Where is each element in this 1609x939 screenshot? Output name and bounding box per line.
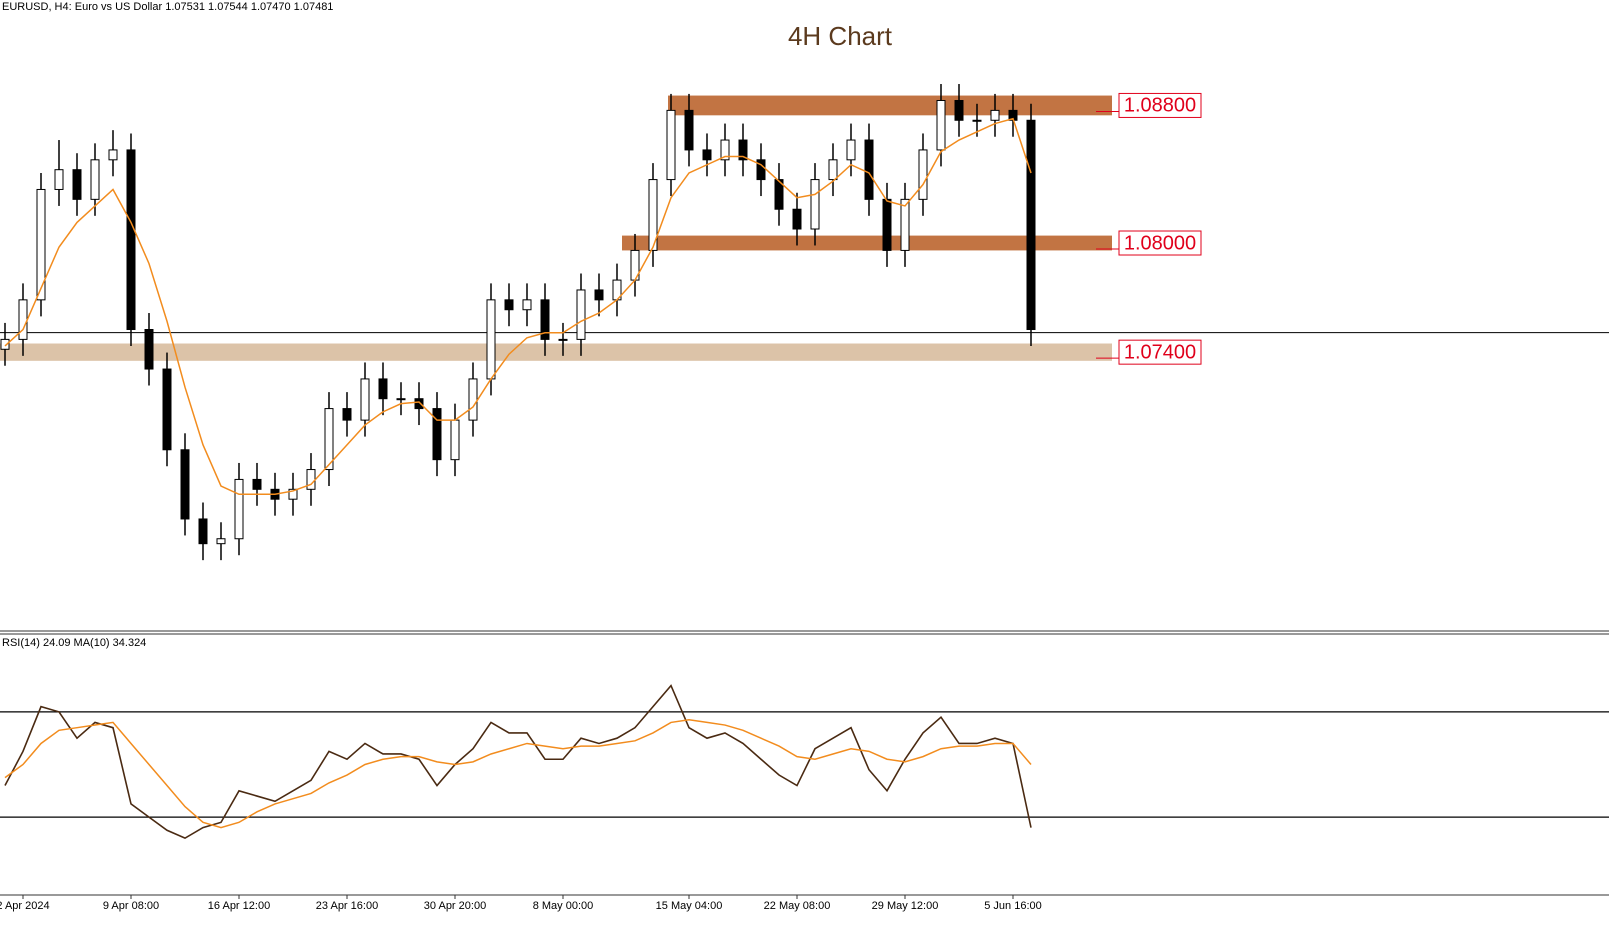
candle-body: [972, 119, 982, 122]
candle-body: [36, 188, 46, 301]
candle-body: [108, 149, 118, 161]
level-label: 1.07400: [1124, 341, 1196, 363]
level-zone: [668, 95, 1112, 116]
candle-body: [738, 139, 748, 161]
candle-body: [234, 478, 244, 540]
rsi-ma-line: [4, 719, 1032, 829]
level-label-box: [1118, 92, 1202, 118]
candle-body: [504, 299, 514, 311]
candle-body: [954, 99, 964, 121]
candle-body: [414, 398, 424, 410]
candle-body: [900, 198, 910, 251]
x-tick-label: 22 May 08:00: [764, 900, 831, 912]
candle-body: [162, 368, 172, 451]
candle-body: [342, 408, 352, 421]
candle-body: [792, 208, 802, 230]
x-tick-label: 9 Apr 08:00: [103, 900, 159, 912]
rsi-line: [4, 684, 1032, 840]
candle-body: [378, 378, 388, 400]
candle-body: [828, 159, 838, 181]
candle-body: [432, 408, 442, 461]
x-tick-label: 29 May 12:00: [872, 900, 939, 912]
candle-body: [288, 488, 298, 500]
level-label: 1.08800: [1124, 95, 1196, 117]
candle-body: [648, 179, 658, 251]
candle-body: [450, 419, 460, 461]
candle-body: [936, 99, 946, 151]
level-label-box: [1118, 230, 1202, 256]
x-tick-label: 30 Apr 20:00: [424, 900, 486, 912]
x-tick-label: 8 May 00:00: [533, 900, 594, 912]
candle-body: [126, 149, 136, 331]
candle-body: [576, 289, 586, 340]
candle-body: [522, 299, 532, 311]
level-zone: [622, 235, 1112, 251]
candle-body: [198, 518, 208, 545]
candle-body: [720, 139, 730, 161]
level-zone: [0, 343, 1112, 361]
candle-body: [918, 149, 928, 200]
chart-header: EURUSD, H4: Euro vs US Dollar 1.07531 1.…: [2, 1, 333, 13]
candle-body: [468, 378, 478, 421]
candle-body: [18, 299, 28, 340]
candle-body: [702, 149, 712, 161]
x-tick-label: 5 Jun 16:00: [984, 900, 1042, 912]
candle-body: [774, 179, 784, 210]
candle-body: [666, 109, 676, 181]
moving-average: [4, 117, 1032, 496]
candle-body: [216, 538, 226, 545]
candle-body: [144, 329, 154, 370]
level-label: 1.08000: [1124, 232, 1196, 254]
candle-body: [486, 299, 496, 380]
x-tick-label: 15 May 04:00: [656, 900, 723, 912]
candle-body: [72, 169, 82, 200]
candle-body: [90, 159, 100, 200]
x-tick-label: 16 Apr 12:00: [208, 900, 270, 912]
candle-body: [306, 469, 316, 490]
chart-title: 4H Chart: [788, 21, 893, 51]
candle-body: [360, 378, 370, 421]
level-label-box: [1118, 339, 1202, 365]
candle-body: [324, 408, 334, 471]
candle-body: [558, 338, 568, 341]
candle-body: [594, 289, 604, 301]
x-tick-label: 2 Apr 2024: [0, 900, 50, 912]
candle-body: [846, 139, 856, 161]
candle-body: [396, 398, 406, 401]
x-tick-label: 23 Apr 16:00: [316, 900, 378, 912]
candle-body: [882, 198, 892, 251]
candle-body: [1026, 119, 1036, 331]
candle-body: [252, 478, 262, 490]
candle-body: [540, 299, 550, 340]
candle-body: [864, 139, 874, 200]
rsi-label: RSI(14) 24.09 MA(10) 34.324: [2, 637, 146, 649]
candle-body: [54, 169, 64, 190]
candle-body: [756, 159, 766, 181]
candle-body: [0, 338, 10, 350]
candle-body: [990, 109, 1000, 121]
candle-body: [684, 109, 694, 151]
candle-body: [180, 449, 190, 520]
candle-body: [810, 179, 820, 230]
